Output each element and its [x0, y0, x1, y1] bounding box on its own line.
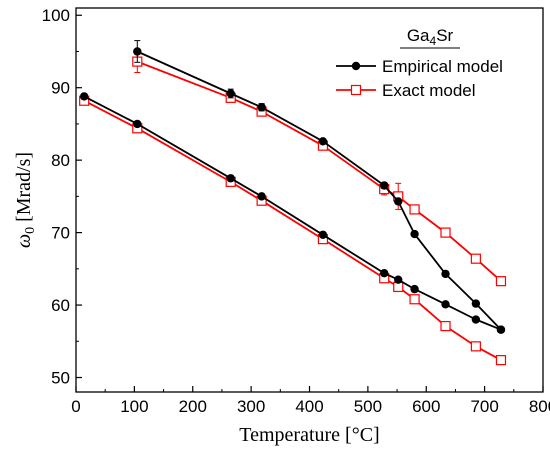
data-point	[133, 119, 142, 129]
x-tick-label: 600	[412, 397, 440, 416]
data-point	[350, 84, 362, 96]
data-point	[496, 325, 506, 334]
data-point	[380, 181, 389, 190]
data-point	[394, 197, 403, 206]
axes-layer: 0 100 200 300 400 500 600 700 800 50 60 70 80 90 100	[42, 6, 550, 416]
data-point	[470, 253, 481, 264]
series-layer	[79, 40, 507, 366]
data-point	[79, 92, 89, 101]
legend-title: Ga4Sr	[407, 26, 454, 48]
y-axis-subscript: 0	[23, 227, 38, 234]
data-point	[410, 284, 419, 294]
data-point	[226, 89, 235, 98]
data-point	[440, 320, 451, 332]
legend-label: Exact model	[382, 81, 476, 100]
data-point	[351, 61, 361, 71]
legend-entries: Empirical model Exact model	[336, 57, 503, 100]
data-point	[495, 276, 507, 287]
data-point	[133, 47, 142, 56]
y-axis-unit: [Mrad/s]	[13, 152, 35, 227]
data-point	[380, 268, 389, 278]
series-empirical	[79, 40, 506, 334]
data-point	[471, 315, 481, 324]
x-tick-label: 700	[470, 397, 498, 416]
data-point	[410, 229, 419, 239]
legend-label: Empirical model	[382, 57, 503, 76]
x-tick-label: 800	[529, 397, 550, 416]
x-tick-label: 300	[237, 397, 265, 416]
data-point	[470, 341, 481, 352]
series-line	[83, 99, 502, 361]
data-point	[257, 103, 266, 112]
x-tick-label: 200	[179, 397, 207, 416]
y-axis-title: ω0 [Mrad/s]	[13, 152, 38, 248]
x-tick-label: 0	[71, 397, 80, 416]
data-point	[441, 300, 450, 309]
data-point	[441, 269, 450, 279]
data-point	[409, 294, 420, 305]
x-tick-label: 400	[295, 397, 323, 416]
data-point	[318, 137, 328, 146]
y-tick-label: 60	[51, 296, 70, 315]
x-tick-label: 100	[120, 397, 148, 416]
data-point	[318, 230, 328, 239]
series-line	[136, 50, 502, 331]
data-point	[257, 192, 266, 201]
legend-title-subscript: 4	[430, 34, 437, 48]
y-tick-label: 100	[42, 6, 70, 25]
y-tick-label: 50	[51, 369, 70, 388]
y-tick-label: 70	[51, 224, 70, 243]
y-axis-symbol: ω	[13, 234, 35, 248]
data-point	[394, 275, 403, 284]
data-point	[409, 204, 420, 215]
legend: Ga4Sr Empirical model Exact model	[336, 26, 503, 100]
data-point	[495, 355, 507, 366]
legend-title-main: Ga	[407, 26, 430, 45]
legend-title-tail: Sr	[436, 26, 453, 45]
data-point	[471, 299, 481, 308]
plot-frame	[75, 7, 544, 393]
data-point	[440, 227, 451, 238]
y-tick-label: 90	[51, 79, 70, 98]
x-tick-label: 500	[354, 397, 382, 416]
data-point	[226, 174, 235, 183]
x-axis-title: Temperature [°C]	[239, 424, 379, 446]
y-tick-label: 80	[51, 151, 70, 170]
series-line	[83, 95, 502, 331]
